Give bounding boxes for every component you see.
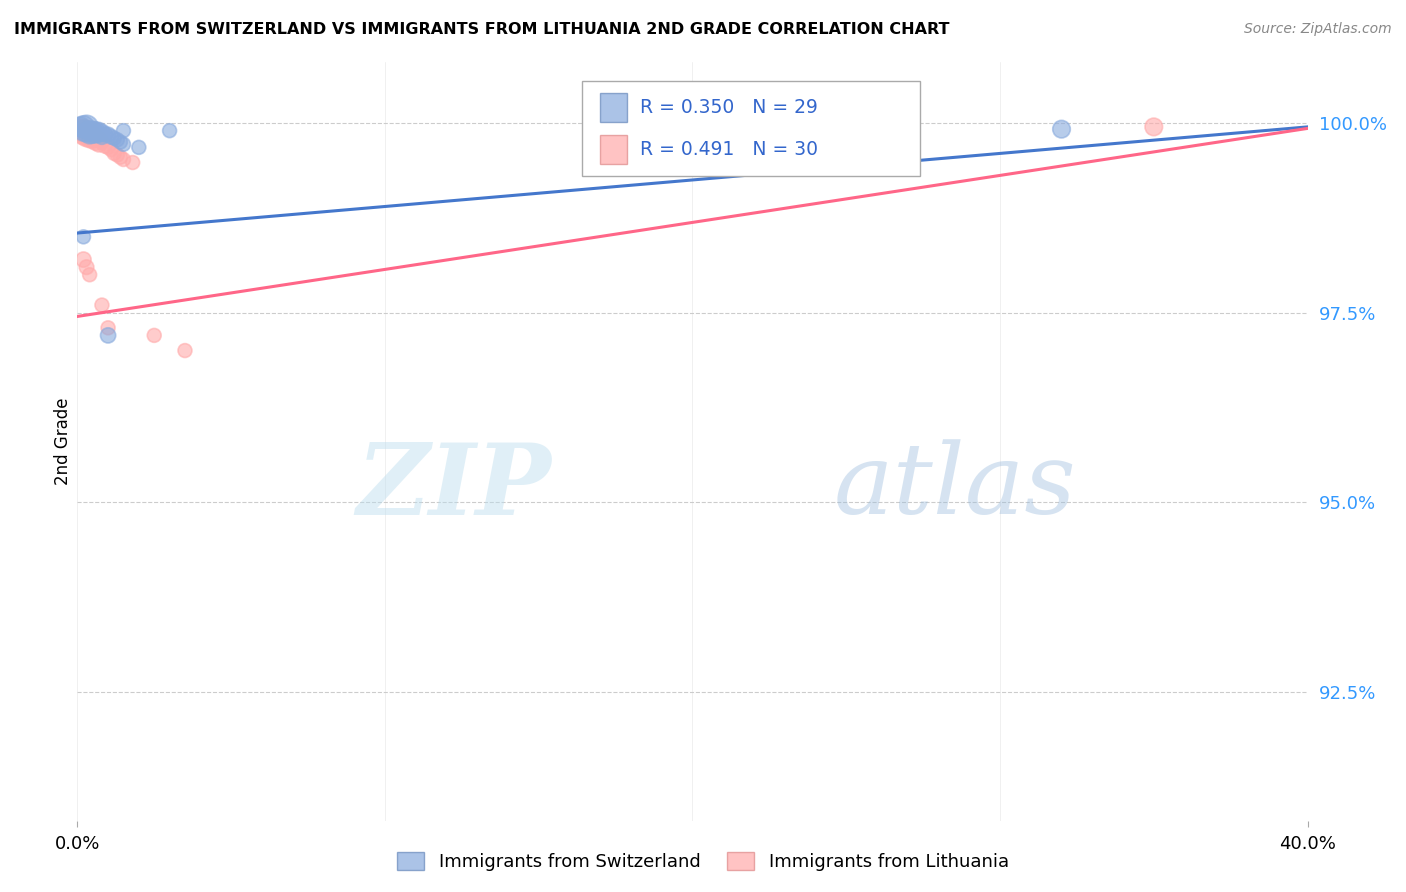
- Point: [90, 125, 114, 139]
- Point: [76, 125, 98, 139]
- Point: [105, 148, 128, 162]
- Text: atlas: atlas: [834, 440, 1077, 534]
- Legend: Immigrants from Switzerland, Immigrants from Lithuania: Immigrants from Switzerland, Immigrants …: [389, 845, 1017, 879]
- Point: [94, 139, 117, 153]
- Point: [90, 135, 114, 149]
- Point: [84, 128, 107, 142]
- Point: [72, 230, 94, 244]
- Point: [72, 120, 94, 134]
- Text: ZIP: ZIP: [356, 439, 551, 535]
- Point: [97, 328, 120, 343]
- Point: [103, 131, 125, 145]
- Y-axis label: 2nd Grade: 2nd Grade: [55, 398, 73, 485]
- Point: [84, 124, 107, 138]
- Point: [97, 140, 120, 154]
- Text: R = 0.350   N = 29: R = 0.350 N = 29: [640, 98, 817, 117]
- Point: [69, 122, 91, 136]
- Bar: [600, 135, 627, 163]
- Point: [100, 143, 122, 157]
- Point: [112, 124, 135, 138]
- Point: [76, 129, 98, 144]
- Point: [87, 128, 110, 142]
- Point: [87, 124, 110, 138]
- Point: [72, 252, 94, 267]
- Point: [82, 133, 104, 147]
- Point: [72, 124, 94, 138]
- Text: Source: ZipAtlas.com: Source: ZipAtlas.com: [1244, 22, 1392, 37]
- Point: [79, 128, 101, 142]
- Point: [76, 120, 98, 134]
- Point: [1143, 120, 1166, 134]
- FancyBboxPatch shape: [582, 81, 920, 177]
- Point: [82, 129, 104, 144]
- Point: [79, 131, 101, 145]
- Point: [69, 120, 91, 134]
- Point: [97, 321, 120, 335]
- Point: [82, 128, 104, 142]
- Point: [159, 124, 181, 138]
- Point: [76, 125, 98, 139]
- Point: [100, 129, 122, 144]
- Point: [97, 128, 120, 142]
- Point: [112, 137, 135, 152]
- Point: [79, 268, 101, 282]
- Point: [84, 131, 107, 145]
- Point: [90, 129, 114, 144]
- Point: [87, 133, 110, 147]
- Text: IMMIGRANTS FROM SWITZERLAND VS IMMIGRANTS FROM LITHUANIA 2ND GRADE CORRELATION C: IMMIGRANTS FROM SWITZERLAND VS IMMIGRANT…: [14, 22, 949, 37]
- Point: [103, 146, 125, 161]
- Point: [174, 343, 197, 358]
- Point: [72, 128, 94, 142]
- Point: [110, 135, 132, 149]
- Point: [128, 140, 150, 154]
- Bar: [600, 93, 627, 122]
- Point: [94, 128, 117, 142]
- Point: [835, 120, 858, 134]
- Point: [79, 124, 101, 138]
- Point: [121, 155, 143, 169]
- Point: [143, 328, 166, 343]
- Point: [84, 135, 107, 149]
- Point: [72, 124, 94, 138]
- Point: [82, 124, 104, 138]
- Text: R = 0.491   N = 30: R = 0.491 N = 30: [640, 140, 817, 159]
- Point: [105, 133, 128, 147]
- Point: [76, 260, 98, 275]
- Point: [1050, 122, 1073, 136]
- Point: [87, 137, 110, 152]
- Point: [110, 150, 132, 164]
- Point: [112, 153, 135, 167]
- Point: [90, 298, 114, 312]
- Point: [79, 128, 101, 142]
